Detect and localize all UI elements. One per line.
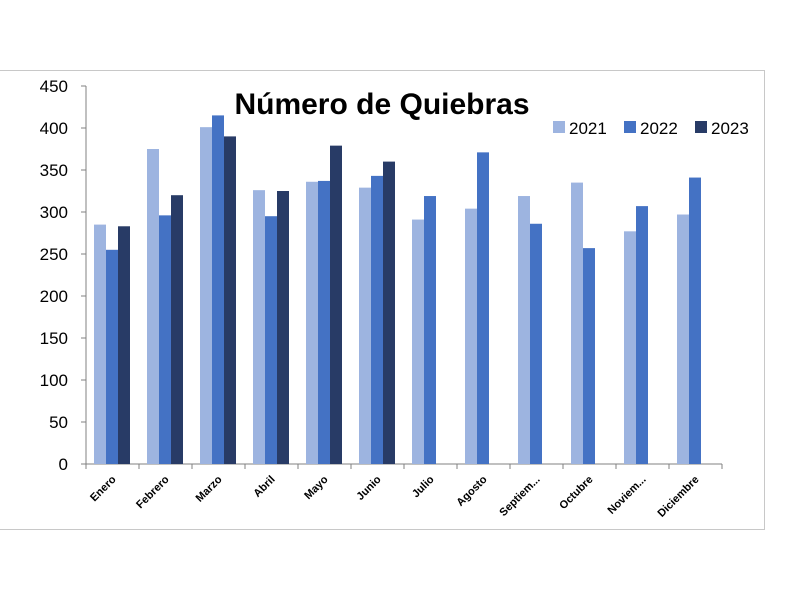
bar-2021-Diciembre [677, 214, 689, 464]
bar-2021-Marzo [200, 127, 212, 464]
bar-2021-Agosto [465, 208, 477, 464]
y-tick-label: 200 [40, 287, 68, 306]
bar-2022-Marzo [212, 115, 224, 465]
bar-2021-Octubre [571, 182, 583, 464]
x-category-label: Junio [354, 473, 383, 502]
bar-2023-Marzo [224, 136, 236, 464]
legend-label-2022: 2022 [640, 119, 678, 138]
bar-2021-Abril [253, 190, 265, 464]
x-category-label: Enero [88, 473, 119, 504]
y-tick-label: 50 [49, 413, 68, 432]
bar-2021-Mayo [306, 181, 318, 464]
legend-label-2023: 2023 [711, 119, 749, 138]
y-tick-label: 300 [40, 203, 68, 222]
x-category-label: Noviem... [606, 474, 649, 517]
bar-2023-Abril [277, 191, 289, 464]
bar-2021-Febrero [147, 149, 159, 464]
bar-2022-Noviem... [636, 206, 648, 464]
y-tick-label: 400 [40, 119, 68, 138]
y-tick-label: 250 [40, 245, 68, 264]
bar-2022-Diciembre [689, 177, 701, 464]
y-tick-label: 150 [40, 329, 68, 348]
bar-2021-Junio [359, 187, 371, 464]
bar-2023-Enero [118, 226, 130, 464]
x-category-label: Abril [251, 474, 277, 500]
y-tick-label: 100 [40, 371, 68, 390]
bar-2023-Junio [383, 161, 395, 464]
x-category-label: Mayo [302, 473, 331, 502]
bar-2022-Octubre [583, 248, 595, 464]
y-tick-label: 350 [40, 161, 68, 180]
bar-2023-Febrero [171, 195, 183, 464]
y-tick-label: 450 [40, 77, 68, 96]
x-category-label: Octubre [557, 474, 595, 512]
y-tick-label: 0 [59, 455, 68, 474]
bar-2022-Septiem... [530, 223, 542, 464]
chart-frame [0, 70, 765, 530]
legend: 2021 2022 2023 [553, 119, 749, 138]
bars [94, 115, 701, 465]
chart-title: Número de Quiebras [234, 88, 529, 121]
x-category-label: Septiem... [497, 474, 542, 519]
bar-2022-Enero [106, 249, 118, 464]
bar-2022-Agosto [477, 152, 489, 465]
bar-2021-Julio [412, 219, 424, 464]
legend-label-2021: 2021 [569, 119, 607, 138]
bar-2022-Febrero [159, 215, 171, 464]
bar-2022-Mayo [318, 180, 330, 465]
x-category-label: Febrero [134, 473, 172, 511]
x-category-label: Agosto [454, 473, 489, 508]
bar-2021-Enero [94, 224, 106, 464]
bar-2022-Junio [371, 175, 383, 464]
bar-2021-Septiem... [518, 196, 530, 465]
x-category-label: Diciembre [656, 474, 702, 520]
legend-swatch-2021 [553, 121, 565, 133]
bar-2023-Mayo [330, 145, 342, 464]
legend-swatch-2023 [695, 121, 707, 133]
bar-2022-Abril [265, 216, 277, 464]
bar-2021-Noviem... [624, 231, 636, 464]
x-category-label: Julio [410, 473, 437, 500]
x-category-label: Marzo [194, 473, 225, 504]
bar-2022-Julio [424, 196, 436, 465]
legend-swatch-2022 [624, 121, 636, 133]
